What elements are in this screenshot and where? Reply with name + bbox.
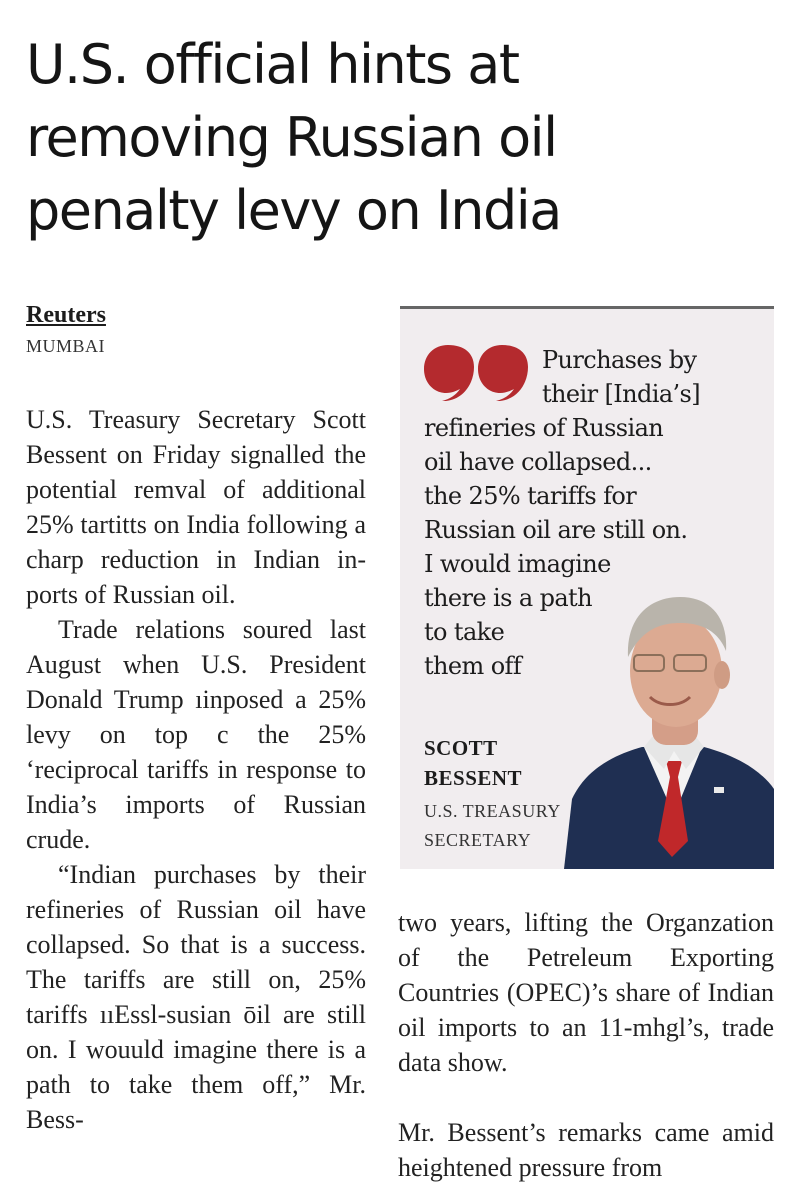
headline-line: removing Russian oil — [26, 106, 558, 169]
article-paragraph: Trade relations soured last August when … — [26, 615, 366, 854]
quote-line: there is a path — [424, 584, 593, 612]
headline: U.S. official hints at removing Russian … — [26, 28, 766, 247]
portrait-ear — [714, 661, 730, 689]
portrait-smile — [648, 695, 692, 706]
portrait-lapel-pin — [714, 787, 724, 793]
source-credit: Reuters — [26, 302, 106, 328]
speaker-name-line: BESSENT — [424, 766, 523, 790]
portrait-tie — [658, 761, 688, 857]
portrait-glasses-left — [633, 654, 665, 672]
portrait-hair — [627, 597, 727, 657]
speaker-title: U.S. TREASURY SECRETARY — [424, 797, 644, 855]
speaker-name-line: SCOTT — [424, 736, 498, 760]
opening-quote-icon — [424, 345, 528, 401]
speaker-portrait — [564, 597, 774, 869]
article-column-right: two years, lifting the Organ­zation of t… — [398, 905, 774, 1185]
speaker-title-line: SECRETARY — [424, 830, 532, 850]
dateline: MUMBAI — [26, 336, 106, 356]
pull-quote-box: Purchases by their [India’s] refineries … — [400, 306, 774, 869]
quote-line: I would imagine — [424, 550, 611, 578]
quote-line: their [India’s] — [542, 380, 701, 408]
article-paragraph: U.S. Treasury Secretary Scott Bessent on… — [26, 405, 366, 609]
portrait-glasses-right — [673, 654, 707, 672]
quote-line: Russian oil are still on. — [424, 516, 688, 544]
portrait-collar — [644, 737, 704, 769]
article-paragraph: two years, lifting the Organ­zation of t… — [398, 908, 774, 1077]
quote-line: the 25% tariffs for — [424, 482, 637, 510]
article-column-left: U.S. Treasury Secretary Scott Bessent on… — [26, 402, 366, 1137]
speaker-title-line: U.S. TREASURY — [424, 801, 561, 821]
quote-line: refineries of Russian — [424, 414, 664, 442]
quote-attribution: SCOTT BESSENT U.S. TREASURY SECRETARY — [424, 733, 644, 855]
quote-mark-right — [478, 345, 528, 401]
article-paragraph: “Indian purchases by their refineries of… — [26, 860, 366, 1134]
quote-line: oil have collapsed... — [424, 448, 652, 476]
byline: Reuters MUMBAI — [26, 300, 106, 357]
headline-line: U.S. official hints at — [26, 33, 520, 96]
quote-line: them off — [424, 652, 522, 680]
article-paragraph: Mr. Bessent’s remarks came amid heighten… — [398, 1118, 774, 1182]
quote-line: Purchases by — [542, 346, 697, 374]
quote-mark-left — [424, 345, 474, 401]
speaker-name: SCOTT BESSENT — [424, 733, 644, 793]
pull-quote-text: Purchases by their [India’s] refineries … — [424, 343, 744, 683]
quote-line: to take — [424, 618, 505, 646]
headline-line: penalty levy on India — [26, 179, 562, 242]
